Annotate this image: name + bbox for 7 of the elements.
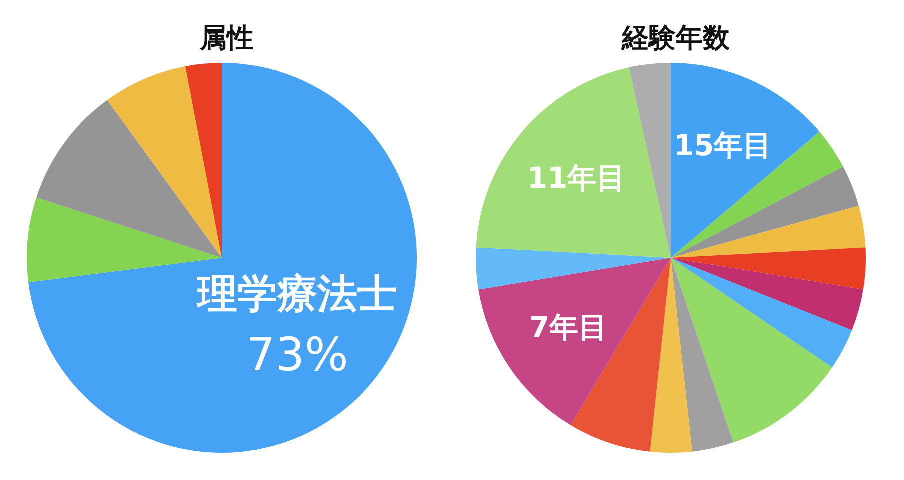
slice-label: 11年目 — [527, 160, 626, 195]
chart-title: 属性 — [199, 23, 254, 54]
slice-label: 7年目 — [529, 310, 608, 345]
slice-label: 15年目 — [674, 128, 772, 163]
data-label: 73% — [246, 327, 349, 382]
chart-title: 経験年数 — [621, 23, 731, 54]
slice-label: 理学療法士 — [196, 272, 398, 318]
